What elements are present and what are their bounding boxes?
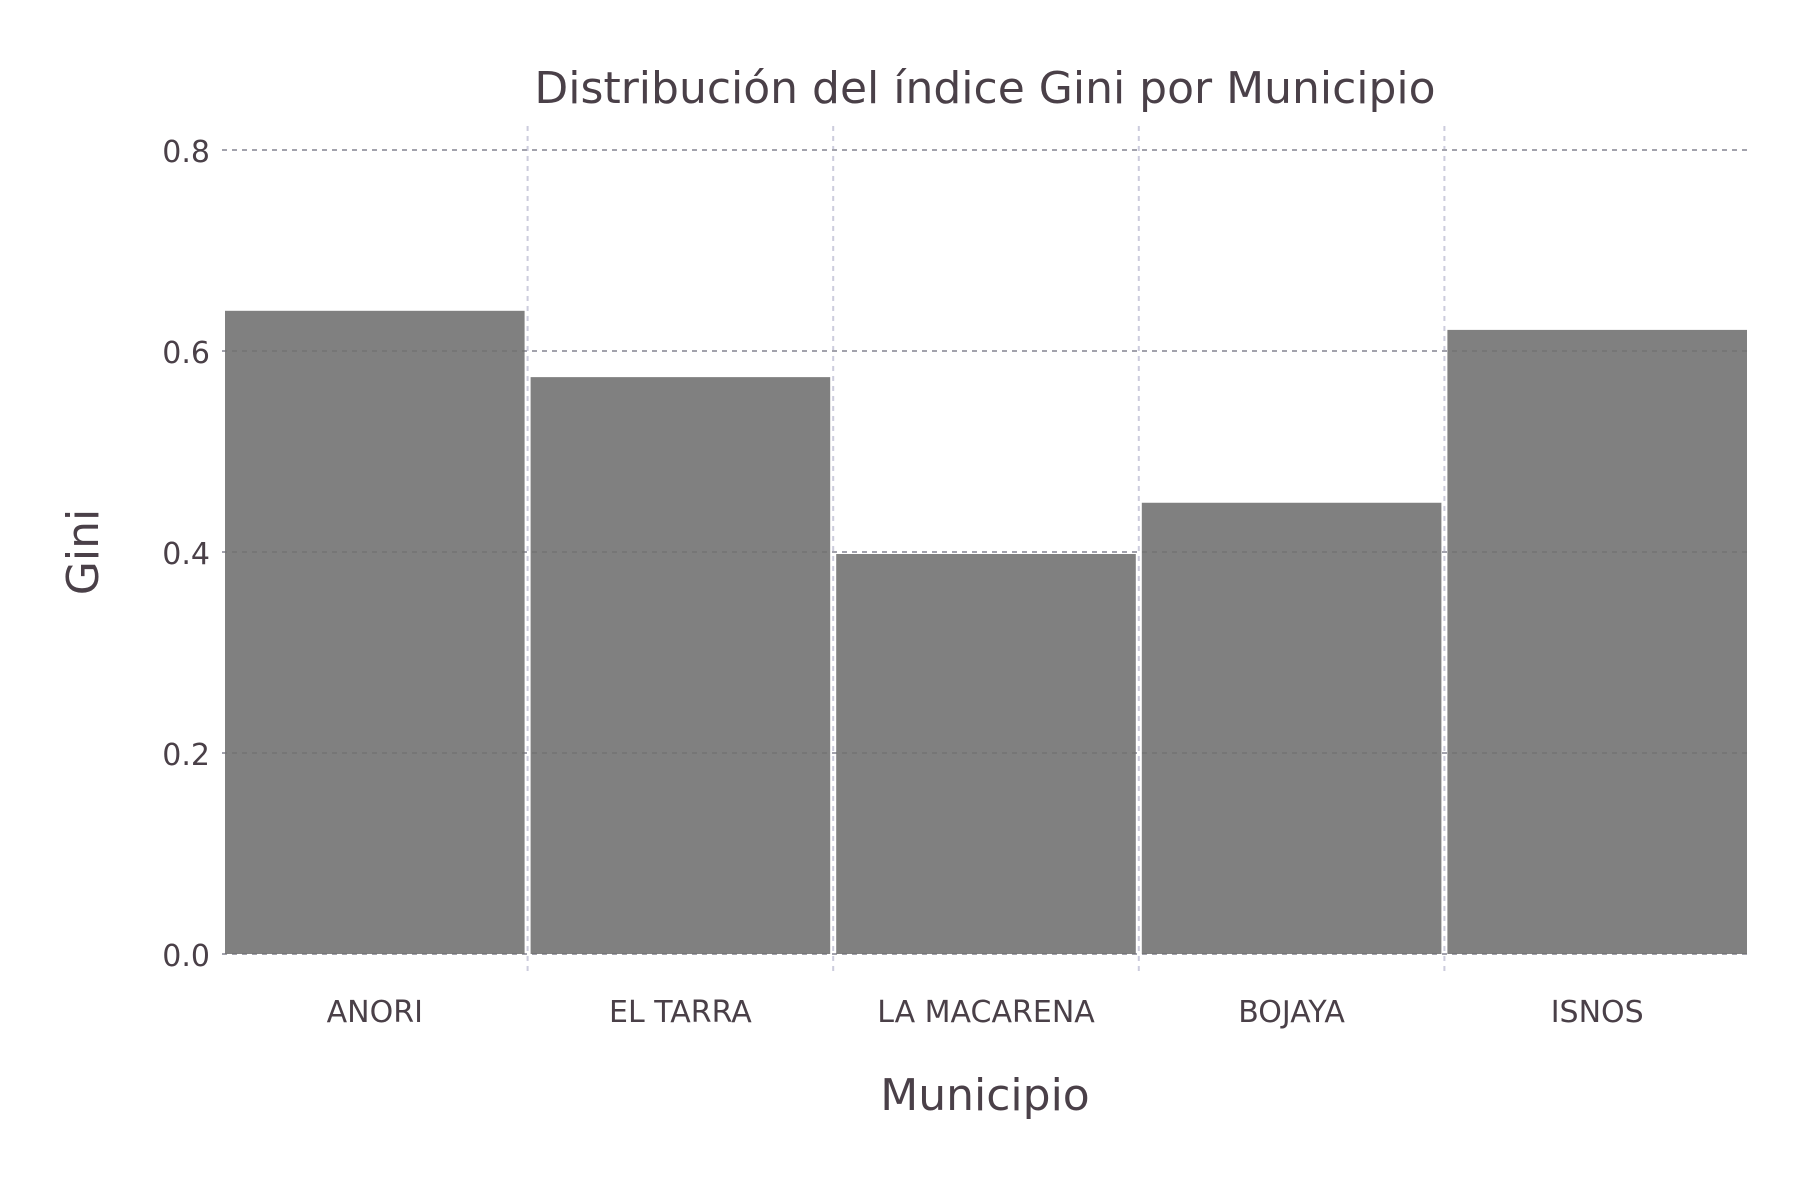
x-tick-label: EL TARRA	[609, 995, 752, 1030]
y-tick-label: 0.8	[162, 135, 210, 170]
chart-title: Distribución del índice Gini por Municip…	[534, 63, 1435, 114]
grid-over-bars	[222, 149, 1750, 955]
y-tick-label: 0.0	[162, 939, 210, 974]
y-axis-label: Gini	[58, 509, 109, 595]
bar-el-tarra	[530, 377, 831, 954]
x-tick-label: LA MACARENA	[877, 995, 1095, 1030]
y-tick-label: 0.6	[162, 336, 210, 371]
x-axis-label: Municipio	[880, 1070, 1089, 1121]
y-tick-label: 0.2	[162, 738, 210, 773]
x-tick-label: ISNOS	[1551, 995, 1644, 1030]
y-tick-label: 0.4	[162, 537, 210, 572]
bar-la-macarena	[836, 554, 1136, 954]
bars	[225, 310, 1747, 954]
x-axis-ticks: ANORI EL TARRA LA MACARENA BOJAYA ISNOS	[327, 995, 1644, 1030]
y-axis-ticks: 0.0 0.2 0.4 0.6 0.8	[162, 135, 210, 974]
x-tick-label: ANORI	[327, 995, 423, 1030]
bar-isnos	[1447, 329, 1747, 954]
bar-bojaya	[1141, 502, 1442, 954]
bar-anori	[225, 310, 525, 954]
x-tick-label: BOJAYA	[1238, 995, 1345, 1030]
